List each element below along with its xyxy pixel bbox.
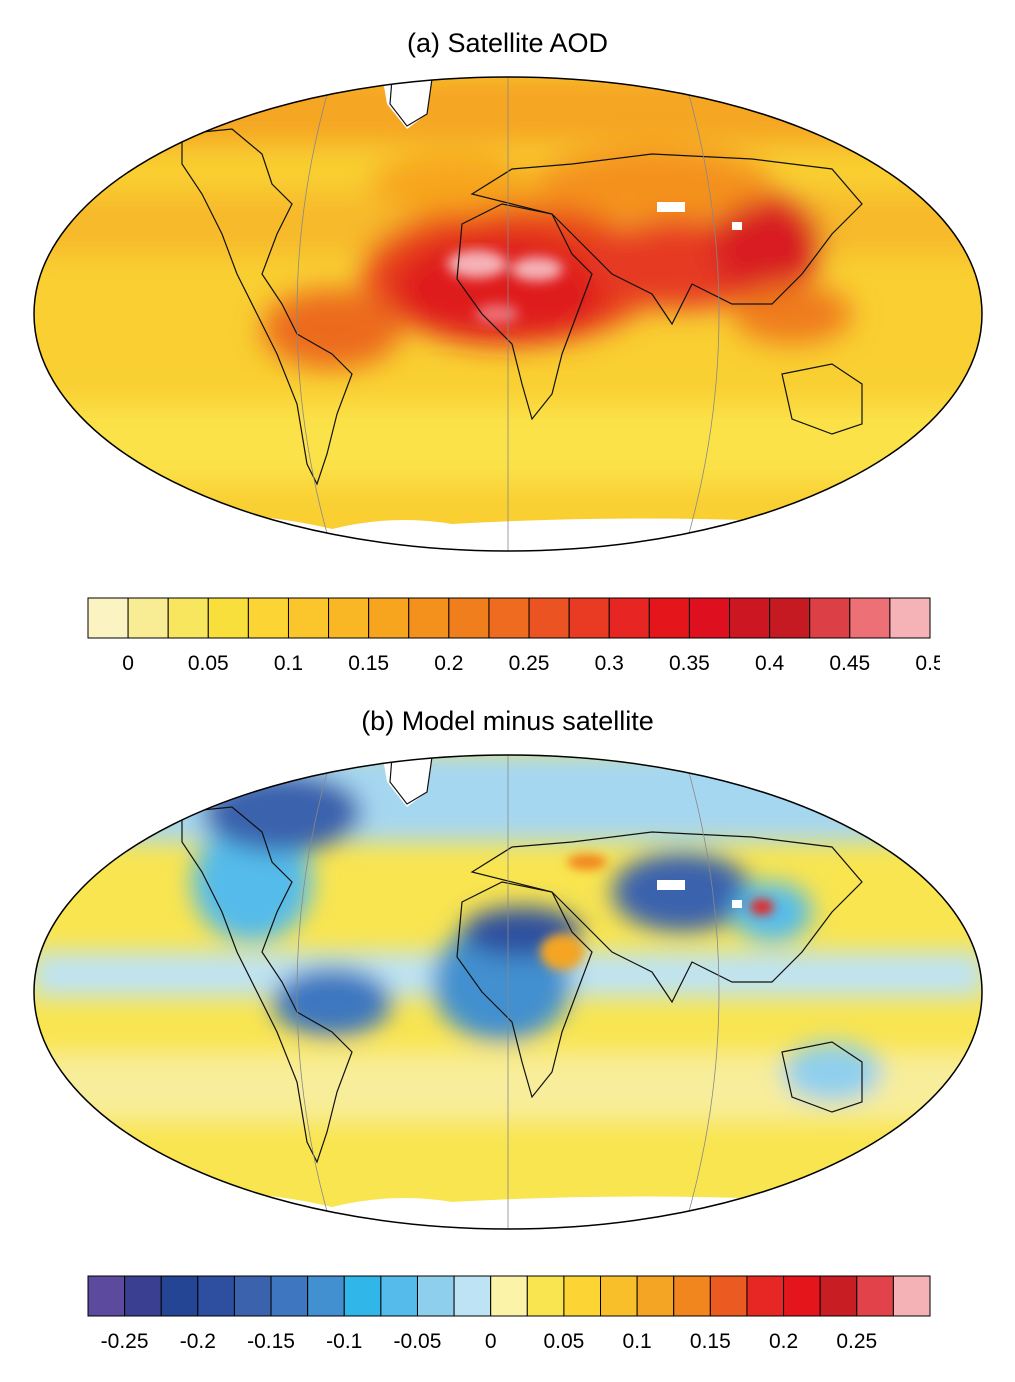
colorbar-b-box-15: [636, 1275, 675, 1317]
colorbar-a-box-11: [528, 597, 570, 639]
colorbar-b-box-4: [233, 1275, 272, 1317]
colorbar-a-tick-label: 0.35: [669, 652, 710, 675]
colorbar-a-tick-label: 0.5: [915, 652, 940, 675]
colorbar-a-box-12: [568, 597, 610, 639]
colorbar-a-tick-label: 0: [122, 652, 134, 675]
colorbar-b-tick-label: 0.05: [543, 1330, 584, 1353]
colorbar-a-box-8: [408, 597, 450, 639]
colorbar-a-tick-label: 0.2: [434, 652, 463, 675]
colorbar-a-tick-label: 0.45: [829, 652, 870, 675]
colorbar-a-box-15: [688, 597, 731, 639]
colorbar-a-box-7: [368, 597, 410, 639]
colorbar-a-box-14: [648, 597, 690, 639]
colorbar-b-box-7: [343, 1275, 382, 1317]
colorbar-b-tick-label: 0.25: [836, 1330, 877, 1353]
colorbar-a-box-5: [287, 597, 330, 639]
colorbar-b-box-12: [526, 1275, 565, 1317]
colorbar-a-box-20: [889, 597, 931, 639]
colorbar-b-box-19: [783, 1275, 821, 1317]
colorbar-b-box-1: [124, 1275, 162, 1317]
colorbar-a-box-19: [849, 597, 891, 639]
colorbar-b-box-14: [600, 1275, 638, 1317]
colorbar-b-box-3: [197, 1275, 235, 1317]
colorbar-b-box-6: [307, 1275, 345, 1317]
colorbar-b-tick-label: 0: [485, 1330, 497, 1353]
panel-a-title: (a) Satellite AOD: [406, 28, 609, 58]
colorbar-b-tick-label: -0.25: [101, 1330, 149, 1353]
colorbar-b-tick-label: 0.15: [690, 1330, 731, 1353]
colorbar-b-box-18: [746, 1275, 785, 1317]
colorbar-a-box-16: [729, 597, 771, 639]
colorbar-b-box-10: [453, 1275, 492, 1317]
colorbar-a-tick-label: 0.25: [509, 652, 550, 675]
colorbar-a-tick-label: 0.15: [348, 652, 389, 675]
colorbar-b-tick-label: 0.2: [769, 1330, 798, 1353]
colorbar-b-box-20: [819, 1275, 858, 1317]
colorbar-a-box-13: [608, 597, 650, 639]
colorbar-b-box-22: [892, 1275, 931, 1317]
colorbar-b-box-5: [270, 1275, 309, 1317]
colorbar-a-tick-label: 0.4: [755, 652, 785, 675]
colorbar-b-tick-label: -0.15: [247, 1330, 295, 1353]
colorbar-a-box-0: [87, 597, 129, 639]
colorbar-a-box-3: [207, 597, 249, 639]
colorbar-b-box-21: [856, 1275, 894, 1317]
colorbar-b-box-16: [673, 1275, 711, 1317]
colorbar-a-box-10: [488, 597, 530, 639]
colorbar-a-box-6: [328, 597, 370, 639]
colorbar-a-box-17: [769, 597, 811, 639]
colorbar-b-box-17: [709, 1275, 748, 1317]
colorbar-a-tick-label: 0.1: [274, 652, 303, 675]
colorbar-b-tick-label: -0.2: [180, 1330, 216, 1353]
colorbar-a-box-18: [809, 597, 851, 639]
colorbar-a-box-1: [127, 597, 169, 639]
colorbar-b-box-2: [160, 1275, 199, 1317]
colorbar-a-box-9: [448, 597, 490, 639]
colorbar-b-tick-label: 0.1: [623, 1330, 652, 1353]
colorbar-b-tick-label: -0.05: [394, 1330, 442, 1353]
colorbar-b-box-8: [380, 1275, 418, 1317]
map-b-model-minus-satellite: [33, 754, 983, 1230]
map-a-satellite-aod: [33, 76, 983, 552]
colorbar-a: 0 0.05 0.1 0.15 0.2 0.25 0.3 0.35 0.4 0.45 0.5: [87, 597, 940, 675]
colorbar-b: -0.25 -0.2 -0.15 -0.1 -0.05 0 0.05 0.1 0.15 0.2 0.…: [87, 1275, 931, 1353]
colorbar-a-box-4: [247, 597, 289, 639]
panel-b-title: (b) Model minus satellite: [361, 706, 654, 736]
colorbar-a-tick-label: 0.3: [595, 652, 624, 675]
colorbar-b-tick-label: -0.1: [326, 1330, 362, 1353]
colorbar-b-box-11: [490, 1275, 528, 1317]
colorbar-b-box-9: [416, 1275, 455, 1317]
colorbar-a-box-2: [167, 597, 209, 639]
colorbar-b-box-0: [87, 1275, 126, 1317]
colorbar-a-tick-label: 0.05: [188, 652, 229, 675]
colorbar-b-box-13: [563, 1275, 602, 1317]
